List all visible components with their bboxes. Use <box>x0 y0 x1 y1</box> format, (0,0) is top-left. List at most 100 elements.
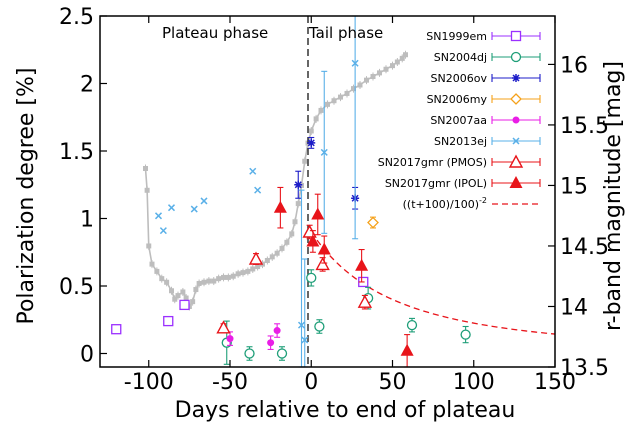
light-curve-point <box>235 271 241 277</box>
data-point <box>273 200 287 213</box>
data-point <box>216 320 231 334</box>
x-tick-label: 50 <box>379 370 407 395</box>
data-point <box>315 256 330 271</box>
series-sn2017gmr-ipol- <box>273 186 414 368</box>
legend-item: SN2004dj <box>434 51 541 64</box>
light-curve-point <box>377 70 382 76</box>
x-axis-title: Days relative to end of plateau <box>175 398 516 423</box>
light-curve-point <box>230 273 236 279</box>
x-tick-label: 100 <box>453 370 495 395</box>
light-curve-point <box>196 280 202 286</box>
legend-item: SN2017gmr (IPOL) <box>385 176 541 190</box>
light-curve-point <box>370 74 376 80</box>
light-curve-point <box>318 107 324 113</box>
light-curve-point <box>383 66 389 72</box>
plot-frame <box>99 15 556 368</box>
y-tick-label: 0.5 <box>59 275 94 300</box>
series-sn2017gmr-pmos- <box>216 224 373 334</box>
plateau-phase-label: Plateau phase <box>162 24 268 42</box>
data-point <box>306 234 320 247</box>
legend-label: SN2006my <box>427 93 488 106</box>
y-tick-label: 1 <box>80 208 94 233</box>
light-curve-point <box>403 52 408 58</box>
light-curve-point <box>240 270 246 276</box>
legend-label-model: ((t+100)/100)-2 <box>403 196 487 211</box>
y2-tick-label: 14.5 <box>560 235 609 260</box>
light-curve-point <box>190 299 196 305</box>
y2-tick-label: 14 <box>560 295 588 320</box>
light-curve-point <box>193 287 199 293</box>
series-sn2013ej <box>154 15 359 368</box>
light-curve-point <box>154 268 160 274</box>
light-curve-point <box>146 243 152 249</box>
light-curve-point <box>394 59 400 65</box>
light-curve-point <box>344 90 350 96</box>
series-sn2006ov <box>294 136 360 210</box>
data-point <box>297 321 306 329</box>
series-sn2007aa <box>226 323 281 351</box>
legend-item: SN2013ej <box>434 135 541 148</box>
light-curve-point <box>390 63 395 69</box>
data-point <box>244 348 255 359</box>
light-curve-point <box>274 250 280 256</box>
data-point <box>254 186 262 194</box>
y2-tick-label: 16 <box>560 53 588 78</box>
data-point <box>400 343 414 356</box>
light-curve-point <box>292 219 298 225</box>
data-point <box>311 207 325 220</box>
data-point <box>159 227 167 235</box>
legend-label: SN2017gmr (PMOS) <box>378 156 487 169</box>
tail-phase-label: Tail phase <box>308 24 383 42</box>
legend-symbol <box>512 74 520 82</box>
data-point <box>306 272 317 284</box>
light-curve-point <box>172 296 178 302</box>
legend-symbol <box>510 51 522 63</box>
x-tick-label: 150 <box>534 370 576 395</box>
light-curve-point <box>225 274 231 280</box>
x-tick-label: 0 <box>304 370 318 395</box>
data-point <box>111 324 122 335</box>
plot-content <box>111 15 556 368</box>
light-curve-point <box>325 101 330 107</box>
light-curve-point <box>245 268 251 274</box>
light-curve-point <box>164 279 170 285</box>
legend-item: SN2017gmr (PMOS) <box>378 154 541 169</box>
light-curve-point <box>206 278 212 284</box>
data-point <box>167 204 176 212</box>
light-curve-point <box>183 295 189 301</box>
data-point <box>406 319 418 331</box>
data-point <box>163 315 174 327</box>
light-curve-point <box>159 276 165 282</box>
data-point <box>294 180 303 189</box>
y2-tick-label: 13.5 <box>560 356 609 381</box>
data-point <box>351 59 359 67</box>
legend-symbol <box>512 116 520 124</box>
axis-ticks: -100 -50 0 50 100 150 0 0.5 1 1.5 2 2.5 13.5 14 14.5 15… <box>59 5 609 395</box>
legend-symbol <box>509 176 523 188</box>
model-curve <box>310 231 556 335</box>
light-curve-point <box>351 86 356 92</box>
legend-symbol <box>510 93 522 105</box>
light-curve-point <box>331 98 337 104</box>
data-point <box>249 167 257 175</box>
light-curve-point <box>255 264 261 270</box>
legend-label: SN1999em <box>426 30 487 43</box>
legend: SN1999em SN2004dj SN2006ov SN2006my SN2007aa… <box>378 30 541 211</box>
legend-label: SN2017gmr (IPOL) <box>385 177 487 190</box>
light-curve-point <box>269 254 275 260</box>
series-sn2004dj <box>221 269 471 365</box>
y-tick-label: 1.5 <box>59 140 94 165</box>
light-curve-point <box>143 166 148 172</box>
data-point <box>190 205 198 213</box>
light-curve-point <box>216 276 222 282</box>
x-tick-label: -100 <box>124 370 174 395</box>
data-point <box>307 138 316 147</box>
light-curve-point <box>364 77 369 83</box>
light-curve-point <box>144 187 150 193</box>
y-tick-label: 2 <box>80 73 94 98</box>
data-point <box>248 251 264 265</box>
data-point <box>200 197 208 205</box>
light-curve-point <box>399 55 405 61</box>
light-curve-point <box>201 279 207 285</box>
light-curve-point <box>289 231 295 237</box>
